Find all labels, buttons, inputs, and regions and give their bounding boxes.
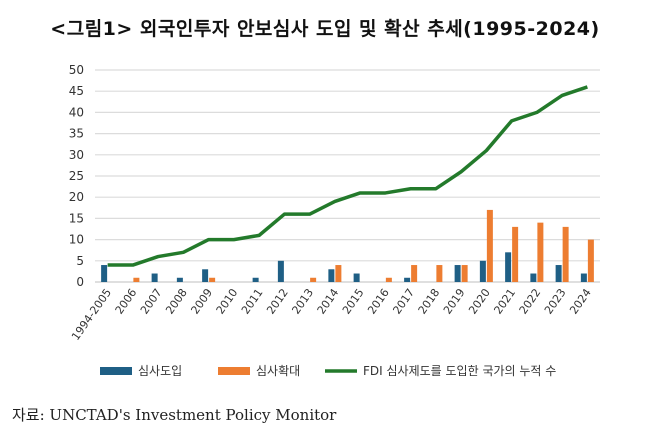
bar-intro	[530, 273, 537, 282]
x-tick-label: 2006	[113, 286, 140, 316]
x-tick-label: 2019	[441, 286, 468, 316]
x-tick-label: 2011	[239, 286, 266, 316]
bar-intro	[202, 269, 209, 282]
bar-expansion	[587, 239, 594, 282]
y-tick-label: 25	[69, 169, 84, 183]
bar-expansion	[562, 226, 569, 282]
bar-intro	[176, 277, 183, 282]
x-tick-label: 2024	[567, 286, 594, 316]
x-tick-label: 2016	[365, 286, 392, 316]
x-tick-label: 2014	[315, 286, 342, 316]
y-tick-label: 15	[69, 211, 84, 225]
bar-intro	[151, 273, 158, 282]
x-tick-label: 1994-2005	[69, 286, 114, 343]
cumulative-line	[107, 85, 588, 267]
x-tick-label: 2023	[542, 286, 569, 316]
x-tick-label: 2020	[466, 286, 493, 316]
y-tick-label: 40	[69, 105, 84, 119]
bar-expansion	[385, 277, 392, 282]
y-tick-label: 20	[69, 190, 84, 204]
bar-intro	[252, 277, 259, 282]
x-tick-label: 2018	[416, 286, 443, 316]
bar-expansion	[411, 265, 418, 282]
legend-swatch	[218, 367, 250, 375]
x-tick-label: 2007	[138, 286, 165, 316]
x-tick-label: 2017	[390, 286, 417, 316]
x-tick-label: 2008	[163, 286, 190, 316]
x-tick-label: 2013	[289, 286, 316, 316]
bar-expansion	[310, 277, 317, 282]
bar-expansion	[537, 222, 544, 282]
bar-intro	[479, 260, 486, 282]
bar-intro	[101, 265, 108, 282]
chart-title: <그림1> 외국인투자 안보심사 도입 및 확산 추세(1995-2024)	[50, 18, 600, 40]
bar-expansion	[512, 226, 519, 282]
y-tick-label: 0	[76, 275, 84, 289]
bar-intro	[353, 273, 360, 282]
bar-intro	[505, 252, 512, 282]
bar-intro	[277, 260, 284, 282]
x-tick-label: 2015	[340, 286, 367, 316]
y-tick-label: 5	[76, 254, 84, 268]
bar-expansion	[335, 265, 342, 282]
legend-label: FDI 심사제도를 도입한 국가의 누적 수	[363, 364, 556, 378]
y-tick-label: 45	[69, 84, 84, 98]
bar-expansion	[486, 209, 493, 282]
legend-label: 심사확대	[256, 364, 300, 378]
legend-label: 심사도입	[138, 364, 182, 378]
bar-expansion	[436, 265, 443, 282]
source-note: 자료: UNCTAD's Investment Policy Monitor	[12, 406, 337, 424]
bar-intro	[580, 273, 587, 282]
bar-expansion	[209, 277, 216, 282]
legend-swatch	[100, 367, 132, 375]
bar-intro	[404, 277, 411, 282]
bar-expansion	[133, 277, 140, 282]
x-tick-label: 2022	[517, 286, 544, 316]
x-tick-label: 2009	[188, 286, 215, 316]
y-tick-label: 35	[69, 127, 84, 141]
y-tick-label: 50	[69, 63, 84, 77]
y-tick-label: 30	[69, 148, 84, 162]
y-tick-label: 10	[69, 233, 84, 247]
x-tick-label: 2010	[214, 286, 241, 316]
bar-expansion	[461, 265, 468, 282]
bar-intro	[555, 265, 562, 282]
bar-intro	[328, 269, 335, 282]
bar-intro	[454, 265, 461, 282]
x-tick-label: 2012	[264, 286, 291, 316]
x-tick-label: 2021	[491, 286, 518, 316]
